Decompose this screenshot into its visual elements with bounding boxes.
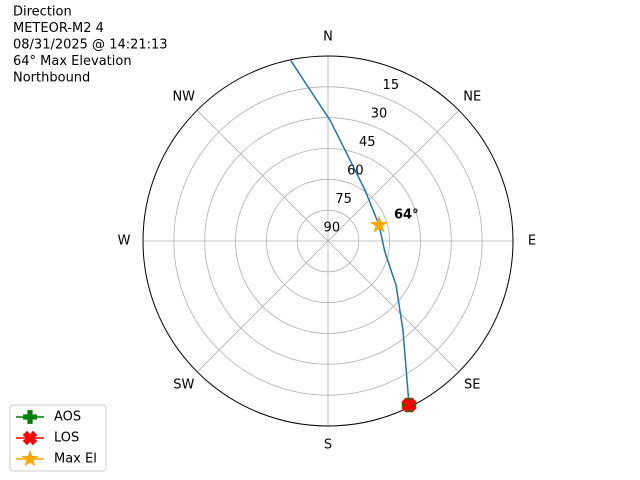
theta-tick-label: W: [118, 234, 131, 249]
legend-box: [9, 404, 107, 472]
legend-marker: [23, 410, 37, 424]
max-el-annotation: 64°: [394, 208, 419, 223]
theta-tick-label: SE: [464, 378, 480, 393]
title-line: 64° Max Elevation: [13, 54, 132, 69]
legend-label: LOS: [54, 431, 79, 446]
marker-star: [369, 215, 389, 233]
grid-spoke: [327, 109, 460, 242]
legend-marker: [22, 430, 38, 446]
theta-tick-label: E: [528, 234, 536, 249]
grid-spoke: [196, 109, 329, 242]
theta-tick-label: N: [323, 30, 333, 45]
title-line: Northbound: [13, 71, 90, 86]
r-tick-label: 90: [324, 220, 341, 235]
title-line: METEOR-M2 4: [13, 21, 104, 36]
marker-x: [401, 397, 417, 413]
legend-label: Max El: [54, 452, 97, 467]
title-line: 08/31/2025 @ 14:21:13: [13, 38, 168, 53]
theta-tick-label: NE: [463, 89, 481, 104]
r-tick-label: 30: [371, 106, 388, 121]
legend-label: AOS: [54, 410, 81, 425]
theta-tick-label: S: [324, 438, 332, 453]
r-tick-label: 75: [335, 192, 352, 207]
grid-spoke: [327, 240, 460, 373]
polar-frame: [142, 55, 514, 427]
grid-spoke: [196, 240, 329, 373]
r-tick-label: 45: [359, 135, 376, 150]
theta-tick-label: SW: [173, 378, 194, 393]
legend-marker: [21, 449, 39, 467]
r-tick-label: 15: [383, 78, 400, 93]
title-line: Direction: [13, 5, 72, 20]
theta-tick-label: NW: [172, 89, 195, 104]
pass-track: [290, 60, 410, 406]
